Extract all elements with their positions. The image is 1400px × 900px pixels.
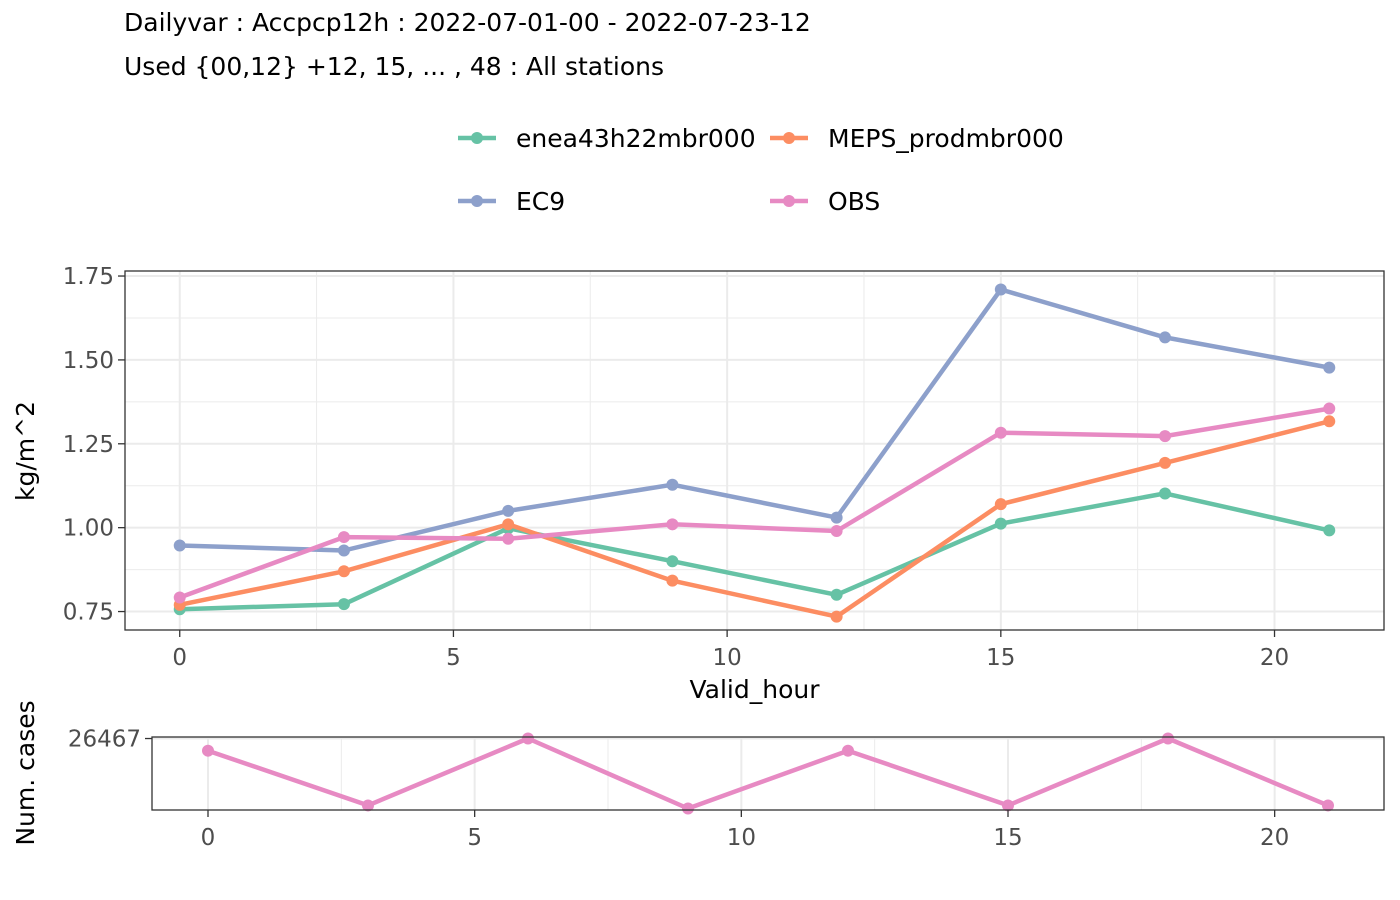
data-point-MEPS_prodmbr000 — [994, 498, 1007, 511]
data-point-series-0 — [202, 744, 214, 757]
data-point-EC9 — [666, 478, 679, 491]
legend: enea43h22mbr000 MEPS_prodmbr000 EC9 OBS — [458, 124, 1064, 216]
data-point-EC9 — [830, 511, 843, 524]
main-plot: 0 5 10 15 20 0.75 1.00 1.25 1.50 1.75 Valid_hour kg… — [11, 264, 1385, 704]
x-tick-label: 15 — [993, 825, 1022, 851]
panel-border — [151, 736, 1385, 811]
data-point-EC9 — [173, 539, 186, 552]
data-point-series-0 — [362, 799, 374, 812]
series-line-MEPS_prodmbr000 — [177, 419, 1332, 619]
x-tick-label: 10 — [727, 825, 756, 851]
x-tick-label: 0 — [201, 825, 216, 851]
data-point-OBS — [1323, 402, 1336, 415]
data-point-OBS — [502, 532, 515, 545]
x-tick-label: 15 — [986, 645, 1015, 671]
legend-label: enea43h22mbr000 — [516, 124, 756, 153]
data-point-OBS — [830, 525, 843, 538]
legend-item-enea43h22mbr000: enea43h22mbr000 — [458, 124, 756, 153]
legend-marker — [783, 195, 795, 207]
data-point-OBS — [337, 531, 350, 544]
series-line-EC9 — [177, 287, 1332, 553]
x-axis-title: Valid_hour — [689, 675, 820, 704]
data-point-series-0 — [682, 802, 694, 815]
data-point-EC9 — [1323, 361, 1336, 374]
y-tick-label: 1.50 — [63, 348, 114, 374]
x-tick-label: 5 — [467, 825, 482, 851]
y-axis-title: kg/m^2 — [11, 401, 40, 501]
legend-label: MEPS_prodmbr000 — [828, 124, 1064, 153]
legend-marker — [783, 132, 795, 144]
x-tick-label: 5 — [446, 645, 461, 671]
data-point-series-0 — [1002, 799, 1014, 812]
legend-item-EC9: EC9 — [458, 187, 565, 216]
data-point-enea43h22mbr000 — [337, 598, 350, 611]
legend-label: OBS — [828, 187, 880, 216]
data-point-OBS — [173, 591, 186, 604]
data-point-OBS — [1159, 430, 1172, 443]
plot-background — [125, 271, 1384, 630]
legend-marker — [471, 195, 483, 207]
data-point-OBS — [994, 426, 1007, 439]
data-point-EC9 — [994, 283, 1007, 296]
y-axis-title: Num. cases — [11, 700, 40, 845]
data-point-series-0 — [1322, 799, 1334, 812]
data-point-MEPS_prodmbr000 — [1159, 456, 1172, 469]
data-point-enea43h22mbr000 — [830, 588, 843, 601]
y-tick-label: 0.75 — [63, 600, 114, 626]
num-cases-plot: 0 5 10 15 20 26467 Num. cases — [11, 700, 1385, 851]
y-tick-label: 1.25 — [63, 432, 114, 458]
data-point-MEPS_prodmbr000 — [1323, 415, 1336, 428]
data-point-OBS — [666, 518, 679, 531]
data-point-enea43h22mbr000 — [1159, 487, 1172, 500]
chart-subtitle: Used {00,12} +12, 15, ... , 48 : All sta… — [124, 52, 665, 81]
x-tick-label: 20 — [1260, 645, 1289, 671]
data-point-series-0 — [522, 732, 534, 745]
legend-label: EC9 — [516, 187, 565, 216]
data-point-enea43h22mbr000 — [994, 517, 1007, 530]
y-tick-label: 1.75 — [63, 264, 114, 290]
series-line-enea43h22mbr000 — [177, 491, 1332, 612]
data-point-MEPS_prodmbr000 — [502, 518, 515, 531]
panel-border — [124, 270, 1385, 631]
x-tick-label: 10 — [712, 645, 741, 671]
data-point-MEPS_prodmbr000 — [830, 610, 843, 623]
series-line-series-0 — [205, 736, 1331, 811]
legend-item-MEPS_prodmbr000: MEPS_prodmbr000 — [770, 124, 1064, 153]
data-point-EC9 — [1159, 331, 1172, 344]
x-tick-label: 0 — [172, 645, 187, 671]
y-tick-label: 26467 — [68, 727, 141, 753]
y-tick-label: 1.00 — [63, 516, 114, 542]
data-point-series-0 — [1162, 732, 1174, 745]
legend-item-OBS: OBS — [770, 187, 880, 216]
plot-background — [152, 737, 1384, 810]
data-point-enea43h22mbr000 — [666, 555, 679, 568]
chart-title: Dailyvar : Accpcp12h : 2022-07-01-00 - 2… — [124, 8, 811, 37]
data-point-series-0 — [842, 744, 854, 757]
data-point-EC9 — [502, 504, 515, 517]
legend-marker — [471, 132, 483, 144]
data-point-enea43h22mbr000 — [1323, 524, 1336, 537]
data-point-MEPS_prodmbr000 — [337, 565, 350, 578]
data-point-MEPS_prodmbr000 — [666, 574, 679, 587]
data-point-EC9 — [337, 544, 350, 557]
x-tick-label: 20 — [1260, 825, 1289, 851]
series-line-OBS — [177, 406, 1332, 600]
